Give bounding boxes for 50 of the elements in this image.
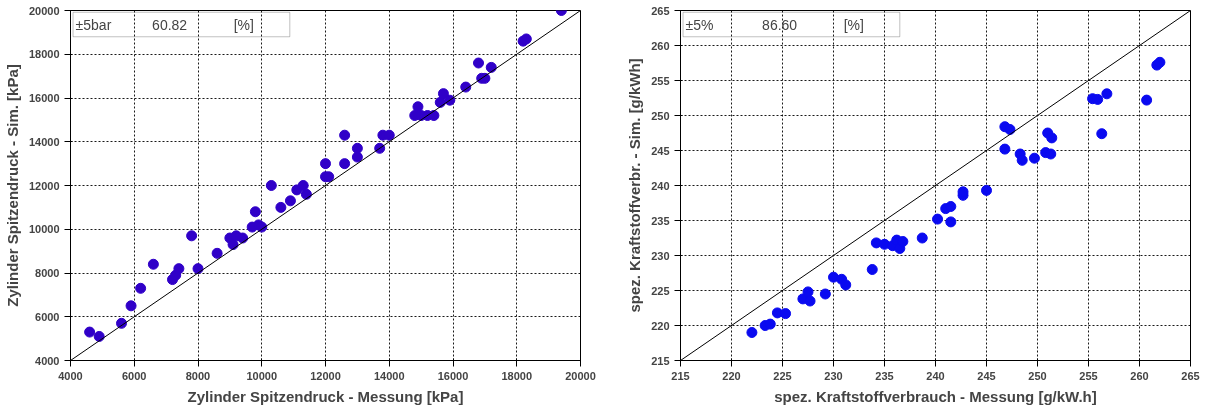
x-tick-label: 10000 [246, 369, 278, 382]
y-tick-label: 4000 [35, 354, 60, 367]
y-tick-label: 14000 [28, 135, 60, 148]
x-tick-label: 225 [773, 369, 792, 382]
y-tick-label: 240 [651, 179, 670, 192]
y-tick-label: 225 [651, 284, 670, 297]
x-tick-label: 245 [977, 369, 996, 382]
y-tick-label: 260 [651, 39, 670, 52]
y-tick-label: 265 [651, 4, 670, 17]
x-tick-label: 260 [1130, 369, 1149, 382]
x-tick-label: 12000 [310, 369, 341, 382]
x-tick-label: 255 [1079, 369, 1098, 382]
x-tick-label: 14000 [373, 369, 405, 382]
y-tick-label: 255 [651, 74, 670, 87]
y-tick-label: 220 [651, 319, 670, 332]
y-tick-label: 245 [651, 144, 670, 157]
y-tick-label: 235 [651, 214, 670, 227]
y-tick-label: 16000 [28, 92, 60, 104]
annotation: ±5% [685, 16, 714, 33]
y-tick-label: 215 [651, 354, 670, 367]
annotation: 60.82 [152, 16, 188, 33]
x-tick-label: 250 [1028, 369, 1047, 382]
x-tick-label: 4000 [58, 369, 83, 382]
x-tick-label: 215 [671, 369, 690, 382]
x-axis-title: spez. Kraftstoffverbrauch - Messung [g/kW.h] [774, 387, 1097, 405]
x-tick-label: 20000 [565, 369, 596, 382]
x-tick-label: 220 [722, 369, 741, 382]
y-tick-label: 8000 [35, 267, 60, 279]
annotation: [%] [233, 16, 254, 33]
x-tick-label: 18000 [501, 369, 533, 382]
x-tick-label: 240 [926, 369, 945, 382]
y-tick-label: 6000 [35, 310, 60, 323]
y-tick-label: 12000 [28, 179, 60, 192]
x-tick-label: 265 [1181, 369, 1200, 382]
y-axis-title: spez. Kraftstoffverbr. - Sim. [g/kWh] [626, 58, 644, 313]
y-tick-label: 10000 [28, 223, 60, 236]
y-tick-label: 250 [651, 109, 670, 122]
x-tick-label: 230 [824, 369, 843, 382]
x-tick-label: 16000 [437, 369, 469, 382]
y-tick-label: 230 [651, 249, 670, 262]
x-tick-label: 6000 [122, 369, 147, 382]
x-tick-label: 235 [875, 369, 894, 382]
y-tick-label: 20000 [28, 4, 60, 17]
y-axis-title: Zylinder Spitzendruck - Sim. [kPa] [3, 64, 21, 307]
annotation: [%] [843, 16, 864, 33]
y-tick-label: 18000 [28, 48, 60, 61]
annotation: 86.60 [762, 16, 798, 33]
x-tick-label: 8000 [185, 369, 211, 382]
annotation: ±5bar [75, 16, 112, 33]
x-axis-title: Zylinder Spitzendruck - Messung [kPa] [187, 387, 464, 405]
